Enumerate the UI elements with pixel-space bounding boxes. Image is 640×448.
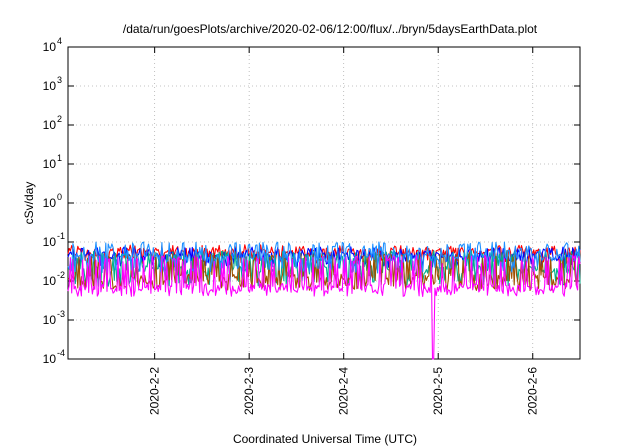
y-tick-label: 10: [43, 196, 57, 210]
x-axis-ticks: 2020-2-2 2020-2-3 2020-2-4 2020-2-5 2020-2-6: [148, 47, 540, 415]
x-tick-label: 2020-2-3: [242, 367, 256, 415]
y-tick-label: 10: [43, 313, 57, 327]
y-tick-exponent: 2: [57, 114, 62, 124]
y-tick-label: 10: [43, 274, 57, 288]
chart-title: /data/run/goesPlots/archive/2020-02-06/1…: [123, 22, 538, 36]
x-tick-label: 2020-2-4: [337, 367, 351, 415]
y-tick-label: 10: [43, 118, 57, 132]
y-tick-exponent: 1: [57, 153, 62, 163]
y-tick-label: 10: [43, 79, 57, 93]
y-tick-label: 10: [43, 157, 57, 171]
y-tick-label: 10: [43, 352, 57, 366]
grid-lines: [68, 47, 580, 359]
y-tick-exponent: 0: [57, 192, 62, 202]
y-tick-exponent: 4: [57, 36, 62, 46]
x-tick-label: 2020-2-2: [148, 367, 162, 415]
y-tick-exponent: -3: [57, 309, 65, 319]
series-line: [67, 254, 581, 360]
x-tick-label: 2020-2-6: [526, 367, 540, 415]
y-tick-exponent: -1: [57, 231, 65, 241]
y-tick-label: 10: [43, 235, 57, 249]
x-axis-label: Coordinated Universal Time (UTC): [233, 432, 417, 446]
y-tick-exponent: -2: [57, 270, 65, 280]
y-tick-exponent: -4: [57, 348, 65, 358]
x-tick-label: 2020-2-5: [431, 367, 445, 415]
series-line: [67, 241, 581, 274]
y-tick-exponent: 3: [57, 75, 62, 85]
y-tick-label: 10: [43, 40, 57, 54]
series-group: [67, 241, 581, 360]
y-axis-label: cSv/day: [22, 182, 36, 225]
